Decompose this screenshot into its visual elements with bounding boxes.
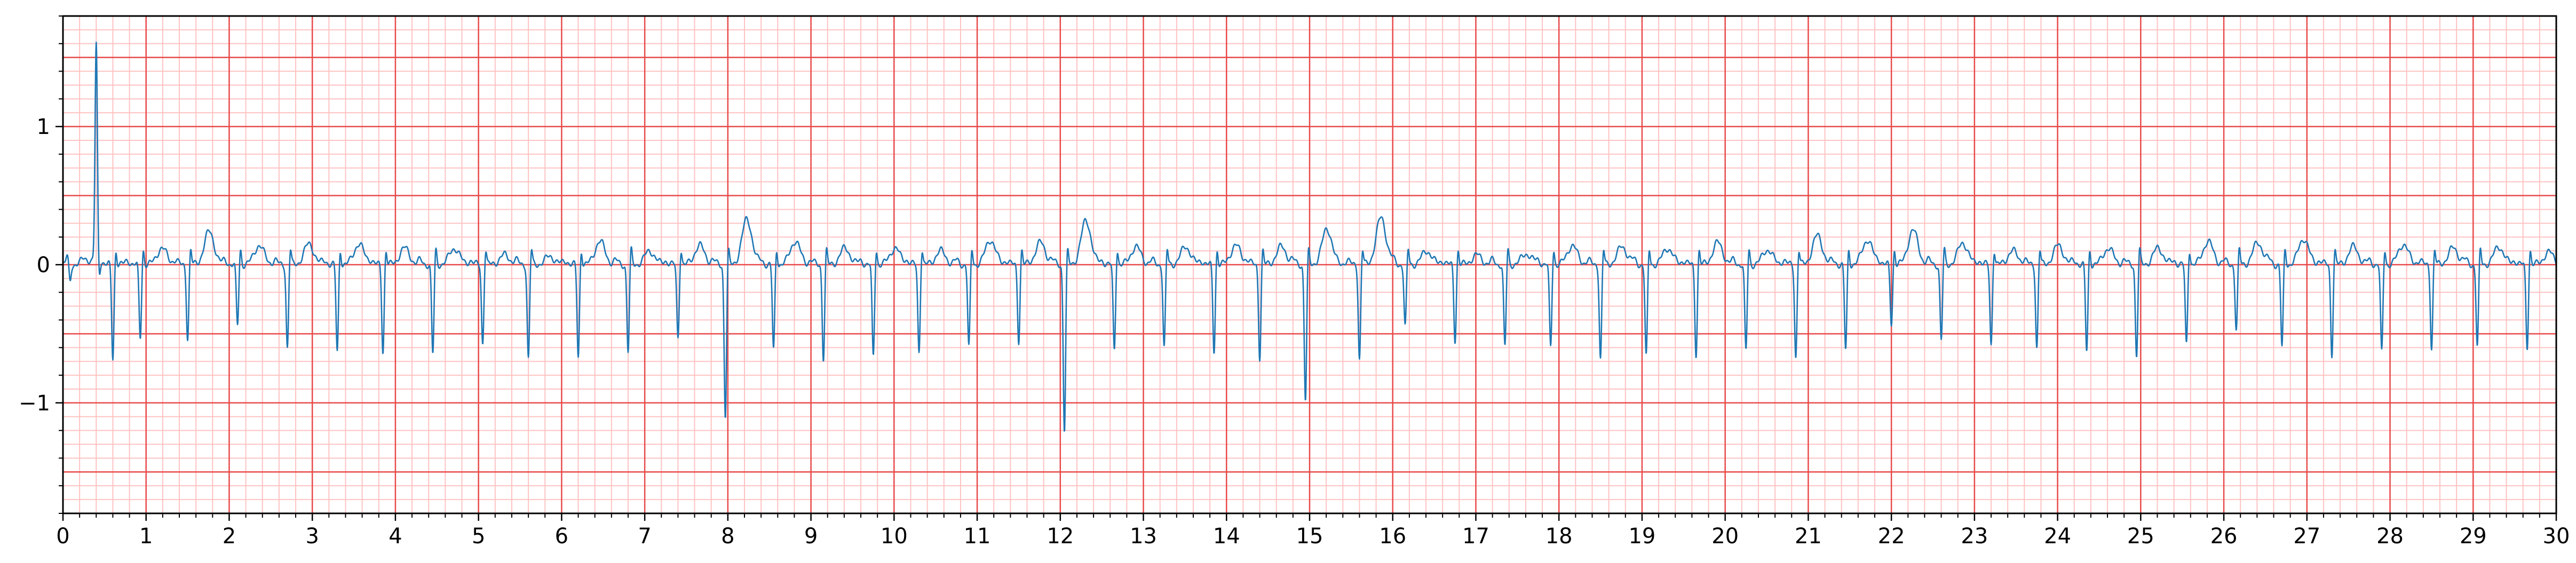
x-tick-label: 2 — [223, 524, 236, 549]
y-tick-label: 0 — [37, 253, 50, 277]
x-tick-label: 24 — [2044, 524, 2071, 549]
x-tick-label: 17 — [1462, 524, 1489, 549]
x-tick-label: 14 — [1213, 524, 1240, 549]
x-tick-label: 10 — [881, 524, 908, 549]
x-tick-label: 22 — [1878, 524, 1905, 549]
x-tick-label: 23 — [1961, 524, 1988, 549]
x-tick-label: 3 — [305, 524, 319, 549]
plot-area — [62, 15, 2557, 514]
x-tick-label: 4 — [389, 524, 402, 549]
x-tick-label: 7 — [638, 524, 651, 549]
y-tick-label: −1 — [19, 391, 50, 416]
y-tick-label: 1 — [37, 115, 50, 139]
x-tick-label: 26 — [2210, 524, 2238, 549]
x-tick-label: 19 — [1628, 524, 1655, 549]
x-tick-label: 15 — [1296, 524, 1323, 549]
x-axis: 0 1 2 3 4 5 6 7 8 9 10 11 12 13 14 15 16 17 18 19 20 21 22 23 24… — [56, 513, 2570, 549]
x-tick-label: 30 — [2543, 524, 2570, 549]
x-tick-label: 5 — [472, 524, 485, 549]
x-tick-label: 25 — [2127, 524, 2154, 549]
x-tick-label: 8 — [721, 524, 734, 549]
x-tick-label: 0 — [56, 524, 69, 549]
x-tick-label: 27 — [2293, 524, 2320, 549]
x-tick-label: 13 — [1130, 524, 1157, 549]
ecg-trace-line — [62, 41, 2557, 432]
y-axis: −1 0 1 — [19, 15, 63, 514]
x-tick-label: 20 — [1711, 524, 1739, 549]
x-tick-label: 28 — [2376, 524, 2404, 549]
x-tick-label: 18 — [1545, 524, 1573, 549]
x-tick-label: 21 — [1795, 524, 1822, 549]
x-tick-label: 16 — [1379, 524, 1406, 549]
x-tick-label: 1 — [139, 524, 153, 549]
x-tick-label: 6 — [555, 524, 568, 549]
x-tick-label: 9 — [804, 524, 818, 549]
x-tick-label: 29 — [2460, 524, 2487, 549]
x-tick-label: 11 — [964, 524, 991, 549]
x-tick-label: 12 — [1047, 524, 1074, 549]
